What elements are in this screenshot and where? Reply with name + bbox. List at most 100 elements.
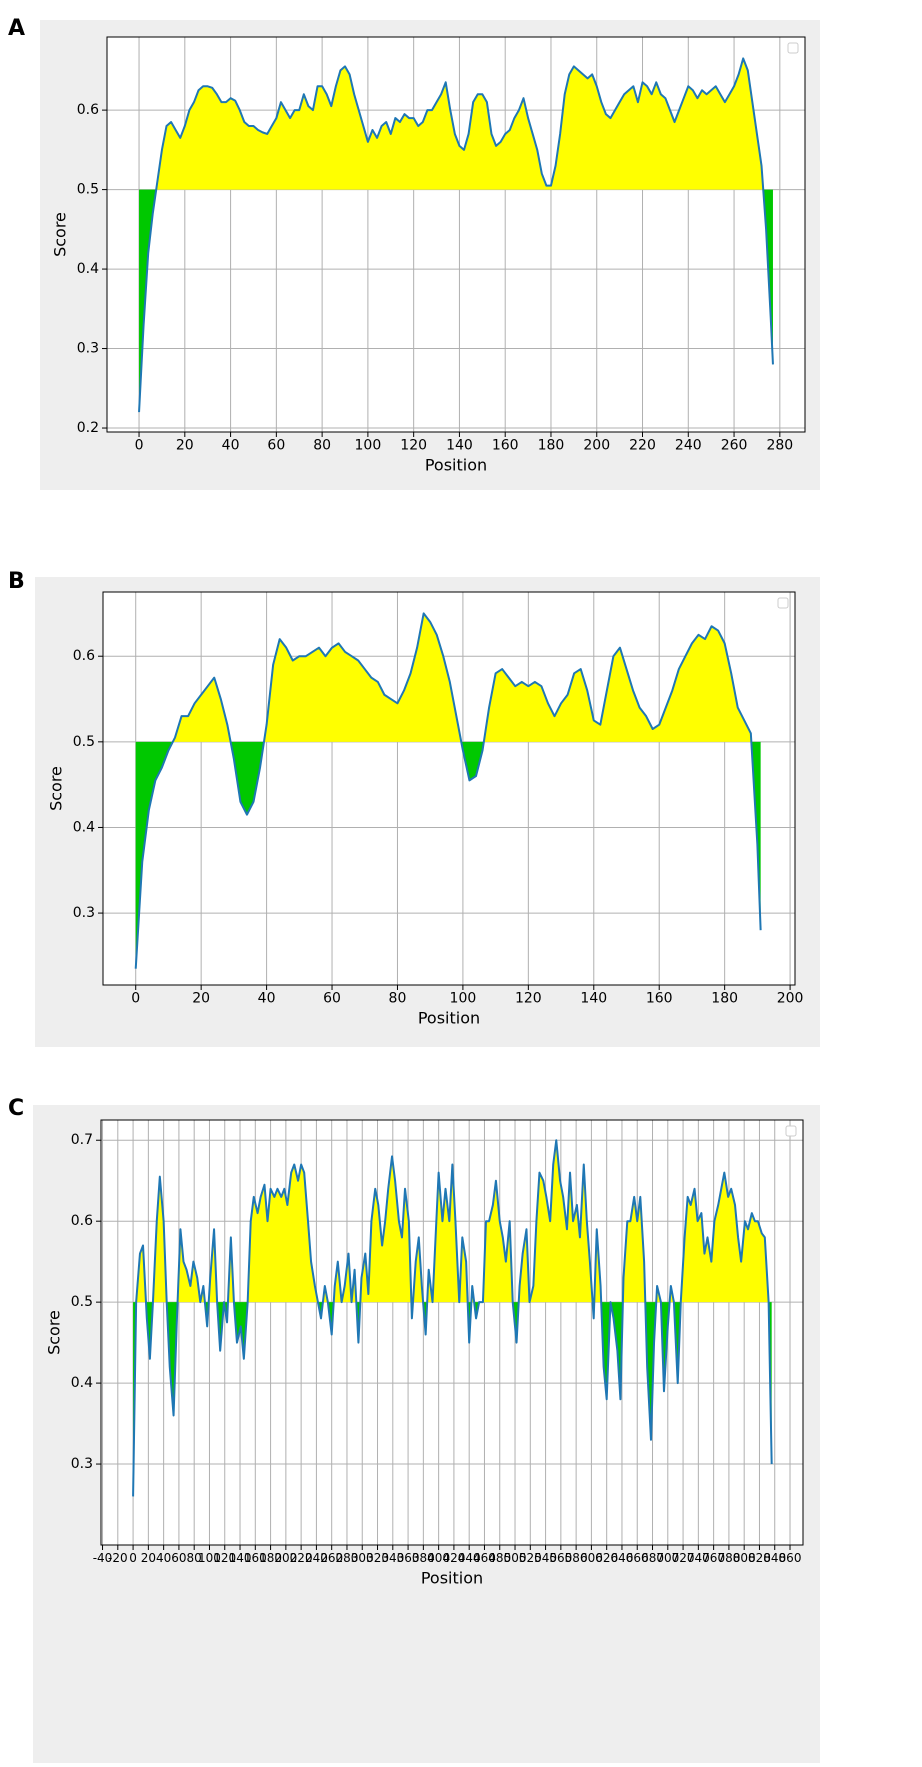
x-tick-label: -20 [108,1551,128,1565]
x-tick-label: 460 [473,1551,496,1565]
x-tick-label: 740 [687,1551,710,1565]
x-tick-label: 200 [274,1551,297,1565]
y-tick-label: 0.6 [71,1213,93,1229]
x-tick-label: 800 [733,1551,756,1565]
x-tick-label: 780 [717,1551,740,1565]
x-tick-label: 120 [400,438,427,454]
x-tick-label: 240 [675,438,702,454]
y-tick-label: 0.3 [73,905,95,921]
y-tick-label: 0.4 [71,1375,93,1391]
y-tick-label: 0.7 [71,1132,93,1148]
x-tick-label: 300 [351,1551,374,1565]
x-tick-label: 0 [129,1551,137,1565]
x-tick-label: 100 [450,991,477,1007]
x-tick-label: 0 [135,438,144,454]
x-tick-label: 400 [427,1551,450,1565]
x-tick-label: 860 [779,1551,802,1565]
x-tick-label: 660 [626,1551,649,1565]
plot-frame [100,1119,804,1546]
x-tick-label: 100 [355,438,382,454]
legend [787,42,799,54]
x-tick-label: 320 [366,1551,389,1565]
x-tick-label: 700 [656,1551,679,1565]
legend [785,1125,797,1137]
x-tick-label: 260 [320,1551,343,1565]
x-tick-label: 380 [412,1551,435,1565]
line [132,1139,773,1497]
x-tick-label: 60 [171,1551,186,1565]
y-tick-label: 0.3 [71,1456,93,1472]
x-tick-label: 40 [258,991,276,1007]
x-tick-label: 500 [504,1551,527,1565]
x-tick-label: 720 [672,1551,695,1565]
x-tick-label: 440 [458,1551,481,1565]
x-tick-label: 180 [538,438,565,454]
legend [777,597,789,609]
x-tick-label: 360 [397,1551,420,1565]
x-tick-label: 280 [766,438,793,454]
x-tick-label: -40 [93,1551,113,1565]
y-tick-label: 0.5 [73,734,95,750]
line [134,612,762,969]
x-tick-label: 620 [595,1551,618,1565]
y-axis-label: Score [51,212,70,257]
x-tick-label: 240 [305,1551,328,1565]
plot-area [103,592,795,985]
x-tick-label: 340 [381,1551,404,1565]
x-tick-label: 80 [389,991,407,1007]
x-tick-label: 160 [244,1551,267,1565]
x-tick-label: 140 [229,1551,252,1565]
y-tick-label: 0.5 [77,182,99,198]
fill-above [133,1140,772,1303]
x-tick-label: 200 [583,438,610,454]
x-tick-label: 220 [629,438,656,454]
x-tick-label: 20 [141,1551,156,1565]
x-tick-label: 60 [267,438,285,454]
x-tick-label: 20 [176,438,194,454]
y-tick-label: 0.6 [73,648,95,664]
y-tick-label: 0.6 [77,102,99,118]
x-tick-label: 260 [721,438,748,454]
x-tick-label: 40 [156,1551,171,1565]
x-tick-label: 540 [534,1551,557,1565]
x-tick-label: 680 [641,1551,664,1565]
x-tick-label: 180 [259,1551,282,1565]
x-tick-label: 140 [446,438,473,454]
x-tick-label: 80 [187,1551,202,1565]
x-tick-label: 120 [213,1551,236,1565]
x-tick-label: 600 [580,1551,603,1565]
plot-frame [106,36,806,433]
x-tick-label: 580 [565,1551,588,1565]
x-tick-label: 100 [198,1551,221,1565]
x-tick-label: 220 [290,1551,313,1565]
x-tick-label: 560 [549,1551,572,1565]
panel-label: C [8,1096,24,1121]
x-tick-label: 120 [515,991,542,1007]
x-tick-label: 420 [442,1551,465,1565]
x-tick-label: 80 [313,438,331,454]
x-tick-label: 180 [711,991,738,1007]
x-tick-label: 480 [488,1551,511,1565]
line [138,57,774,413]
x-axis-label: Position [421,1569,483,1588]
y-axis-label: Score [47,766,66,811]
panel-label: B [8,569,25,594]
x-tick-label: 840 [763,1551,786,1565]
x-axis-label: Position [418,1009,480,1028]
fill-above [139,58,773,190]
y-tick-label: 0.4 [77,261,99,277]
x-tick-label: 760 [702,1551,725,1565]
x-tick-label: 280 [336,1551,359,1565]
x-tick-label: 60 [323,991,341,1007]
x-tick-label: 20 [192,991,210,1007]
panel-label: A [8,16,25,41]
y-tick-label: 0.4 [73,819,95,835]
x-tick-label: 520 [519,1551,542,1565]
y-tick-label: 0.3 [77,341,99,357]
y-axis-label: Score [45,1310,64,1355]
y-tick-label: 0.5 [71,1294,93,1310]
y-tick-label: 0.2 [77,420,99,436]
x-tick-label: 0 [131,991,140,1007]
